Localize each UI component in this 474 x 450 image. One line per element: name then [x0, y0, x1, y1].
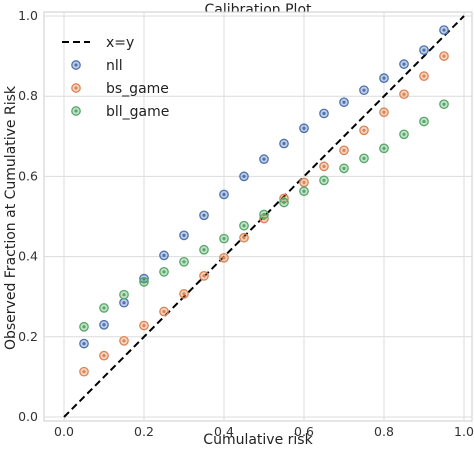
legend-swatch-center: [74, 86, 78, 90]
x-tick-label: 0.8: [374, 424, 394, 439]
data-point-center: [302, 189, 306, 193]
x-tick-label: 0.0: [54, 424, 74, 439]
data-point-center: [362, 88, 366, 92]
y-tick-label: 0.6: [18, 168, 38, 183]
data-point-center: [442, 102, 446, 106]
data-point-center: [382, 110, 386, 114]
data-point-center: [382, 146, 386, 150]
y-tick-label: 0.8: [18, 88, 38, 103]
y-axis-ticks: 0.0 0.2 0.4 0.6 0.8 1.0: [18, 8, 38, 424]
data-point-center: [282, 141, 286, 146]
data-point-center: [122, 293, 126, 297]
data-point-center: [202, 248, 206, 252]
data-point-center: [262, 212, 266, 217]
series-nll: [79, 25, 449, 349]
data-point-center: [82, 370, 86, 374]
data-point-center: [222, 192, 226, 197]
data-point-center: [242, 224, 246, 228]
data-point-center: [402, 92, 406, 96]
data-point-center: [242, 236, 246, 240]
data-point-center: [322, 164, 326, 168]
data-point-center: [122, 339, 126, 343]
data-point-center: [422, 48, 426, 52]
data-point-center: [422, 74, 426, 78]
data-points: [79, 25, 449, 377]
series-bll_game: [79, 99, 449, 332]
grid: [44, 12, 472, 421]
series-bs_game: [79, 51, 449, 377]
data-point-center: [302, 126, 306, 130]
y-tick-label: 0.2: [18, 329, 38, 344]
data-point-center: [362, 128, 366, 132]
x-tick-label: 0.4: [214, 424, 234, 439]
data-point-center: [442, 54, 446, 58]
x-axis-label: Cumulative risk: [203, 432, 313, 448]
data-point-center: [202, 213, 206, 217]
x-tick-label: 0.6: [294, 424, 314, 439]
data-point-center: [382, 76, 386, 80]
x-tick-label: 0.2: [134, 424, 154, 439]
data-point-center: [102, 354, 106, 358]
x-axis-ticks: 0.0 0.2 0.4 0.6 0.8 1.0: [54, 424, 474, 439]
data-point-center: [142, 280, 146, 284]
legend-item-reference: x=y: [62, 35, 134, 51]
legend-item-bll_game: bll_game: [71, 104, 169, 120]
legend-item-nll: nll: [71, 58, 123, 74]
legend: x=y nll bs_game bll_game: [62, 35, 169, 120]
data-point-center: [342, 100, 346, 104]
legend-label: x=y: [106, 35, 134, 51]
data-point-center: [182, 292, 186, 296]
data-point-center: [82, 342, 86, 346]
legend-swatch-center: [74, 63, 78, 67]
legend-item-bs_game: bs_game: [71, 81, 169, 97]
legend-label: bll_game: [106, 104, 169, 120]
data-point-center: [102, 306, 106, 310]
data-point-center: [442, 28, 446, 32]
data-point-center: [202, 274, 206, 278]
data-point-center: [322, 111, 326, 116]
y-axis-label: Observed Fraction at Cumulative Risk: [3, 85, 19, 350]
data-point-center: [142, 323, 146, 328]
x-tick-label: 1.0: [454, 424, 474, 439]
data-point-center: [182, 260, 186, 264]
data-point-center: [222, 256, 226, 260]
data-point-center: [422, 119, 426, 124]
data-point-center: [402, 62, 406, 66]
data-point-center: [162, 309, 166, 314]
data-point-center: [342, 148, 346, 152]
data-point-center: [342, 166, 346, 170]
y-tick-label: 0.4: [18, 249, 38, 264]
legend-swatch-center: [74, 109, 78, 113]
legend-label: nll: [106, 58, 123, 74]
data-point-center: [222, 236, 226, 241]
data-point-center: [162, 270, 166, 274]
data-point-center: [402, 132, 406, 136]
data-point-center: [162, 253, 166, 257]
data-point-center: [242, 174, 246, 179]
legend-label: bs_game: [106, 81, 169, 97]
data-point-center: [302, 180, 306, 185]
reference-line-layer: [63, 15, 465, 418]
y-tick-label: 0.0: [18, 409, 38, 424]
data-point-center: [182, 233, 186, 237]
data-point-center: [82, 325, 86, 329]
reference-line: [63, 15, 465, 418]
data-point-center: [282, 200, 286, 205]
data-point-center: [262, 157, 266, 161]
data-point-center: [122, 301, 126, 305]
y-tick-label: 1.0: [18, 8, 38, 23]
data-point-center: [362, 156, 366, 160]
data-point-center: [322, 178, 326, 183]
data-point-center: [102, 323, 106, 327]
